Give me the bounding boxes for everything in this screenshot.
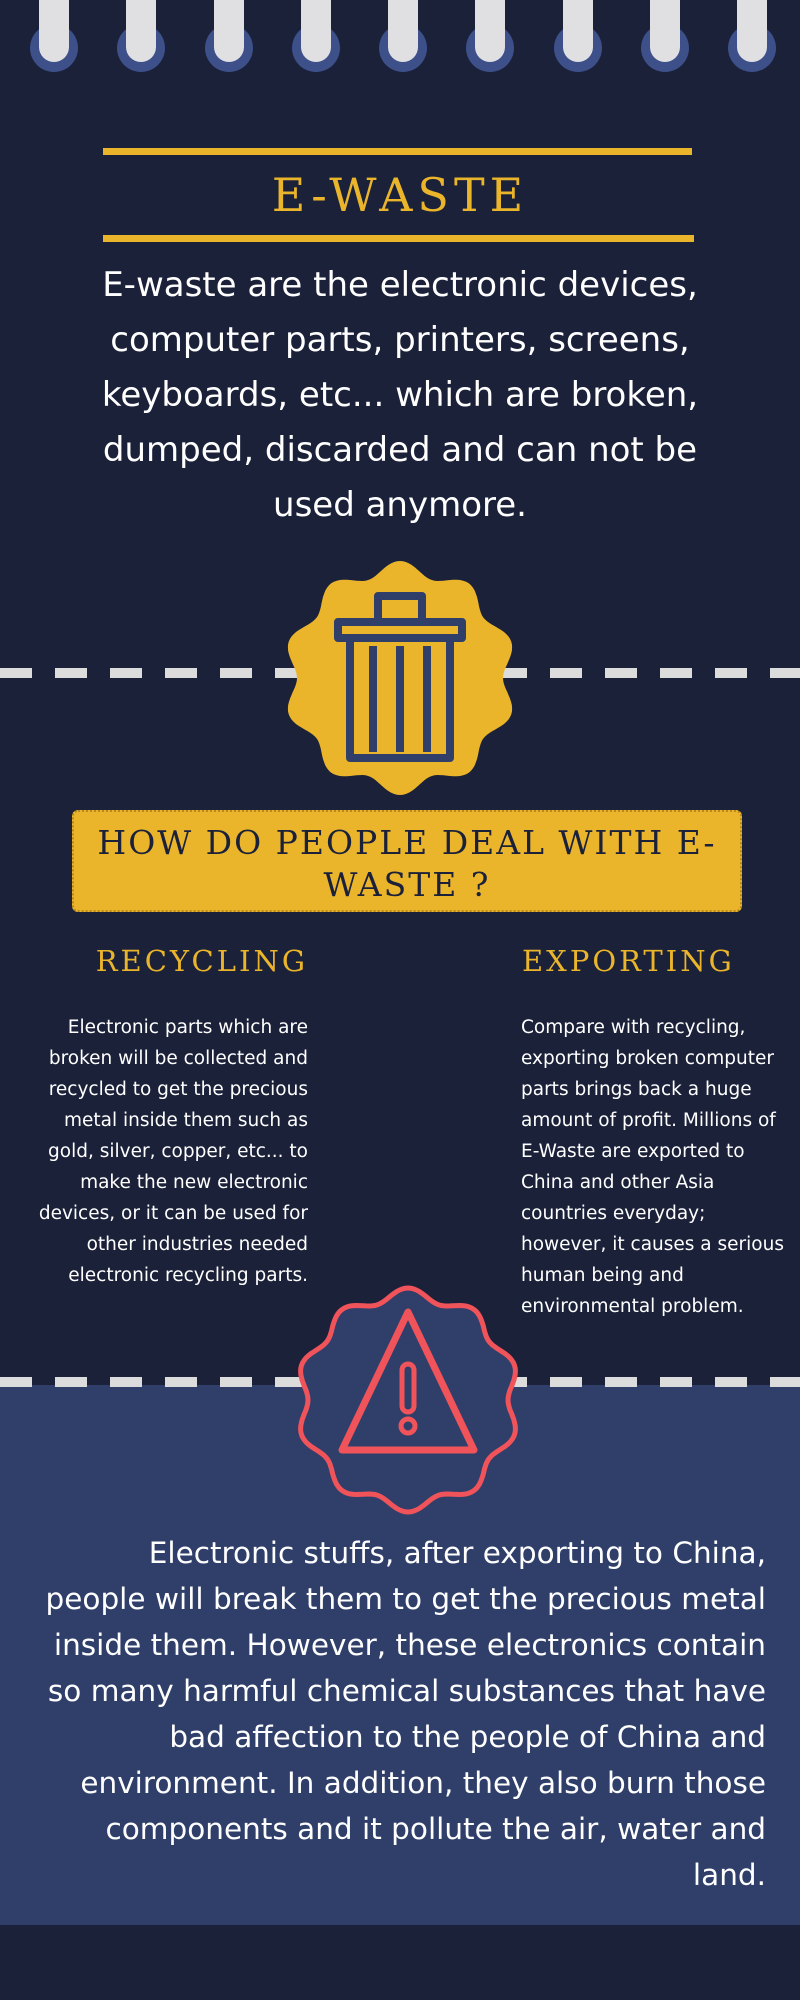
binder-ring-bar (214, 0, 244, 62)
title-rule-top (103, 148, 692, 155)
question-banner: HOW DO PEOPLE DEAL WITH E-WASTE ? (72, 810, 742, 912)
trash-can-icon (287, 561, 513, 795)
exporting-text: Compare with recycling, exporting broken… (521, 1017, 784, 1317)
binder-ring-bar (737, 0, 767, 62)
binder-ring-bar (650, 0, 680, 62)
recycling-title: RECYCLING (95, 944, 308, 978)
binder-ring-bar (563, 0, 593, 62)
binder-ring-bar (475, 0, 505, 62)
question-text: HOW DO PEOPLE DEAL WITH E-WASTE ? (97, 823, 717, 904)
consequence-text: Electronic stuffs, after exporting to Ch… (45, 1536, 766, 1892)
binder-ring-bar (301, 0, 331, 62)
recycling-text: Electronic parts which are broken will b… (38, 1017, 308, 1286)
page-title: E-WASTE (271, 168, 529, 222)
binder-ring-bar (388, 0, 418, 62)
exporting-title: EXPORTING (522, 944, 735, 978)
intro-text: E-waste are the electronic devices, comp… (101, 265, 699, 525)
warning-triangle-icon (298, 1285, 518, 1515)
binder-ring-bar (39, 0, 69, 62)
binder-ring-bar (126, 0, 156, 62)
title-rule-bottom (103, 235, 694, 242)
